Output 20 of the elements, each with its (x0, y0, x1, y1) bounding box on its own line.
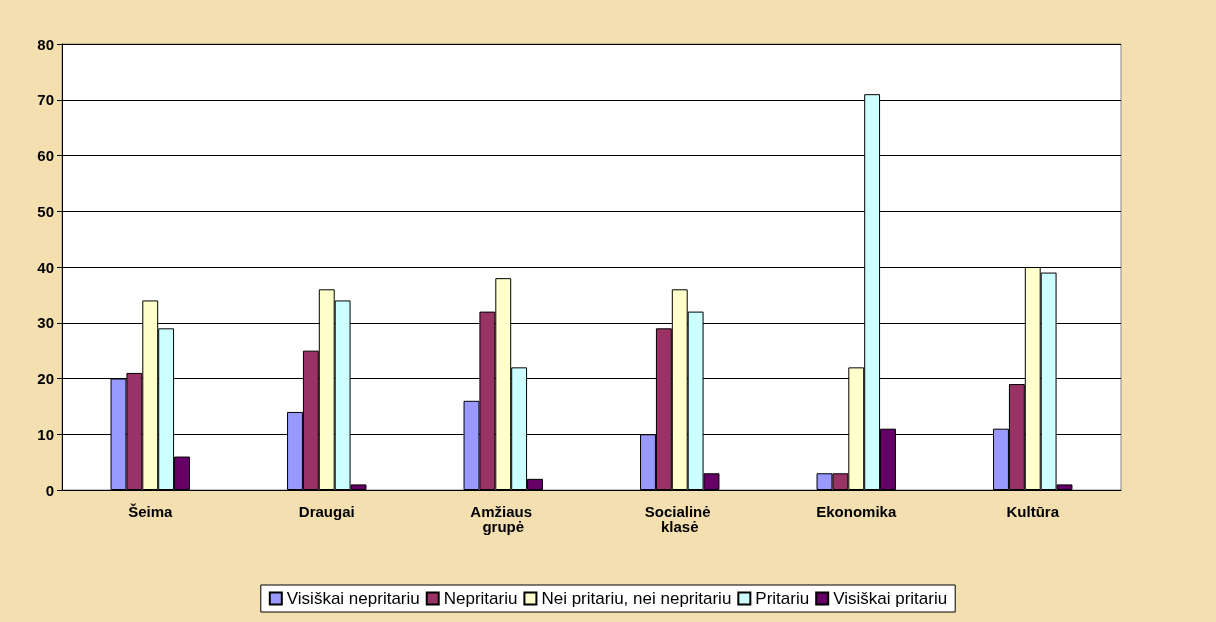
y-tick-label: 10 (37, 425, 54, 443)
y-tick-label: 70 (37, 91, 54, 109)
x-tick-label: Draugai (298, 503, 355, 520)
legend-label: Visiškai nepritariu (286, 589, 420, 608)
legend-label: Nepritariu (443, 589, 518, 608)
x-tick-label: Amžiaus grupė (470, 503, 537, 535)
y-tick-label: 30 (37, 314, 54, 332)
y-tick-label: 20 (37, 370, 54, 387)
x-tick-label: Socialinė klasė (644, 503, 715, 535)
y-tick-label: 0 (45, 481, 54, 499)
legend-label: Visiškai pritariu (833, 589, 948, 608)
x-tick-label: Kultūra (1006, 503, 1060, 520)
legend-label: Nei pritariu, nei nepritariu (541, 589, 732, 608)
legend-label: Pritariu (755, 589, 810, 608)
y-tick-label: 50 (37, 202, 54, 220)
y-tick-label: 60 (37, 147, 54, 164)
y-tick-label: 40 (37, 258, 54, 276)
x-tick-label: Ekonomika (816, 503, 897, 520)
x-tick-label: Šeima (128, 503, 173, 520)
y-tick-label: 80 (37, 35, 54, 53)
